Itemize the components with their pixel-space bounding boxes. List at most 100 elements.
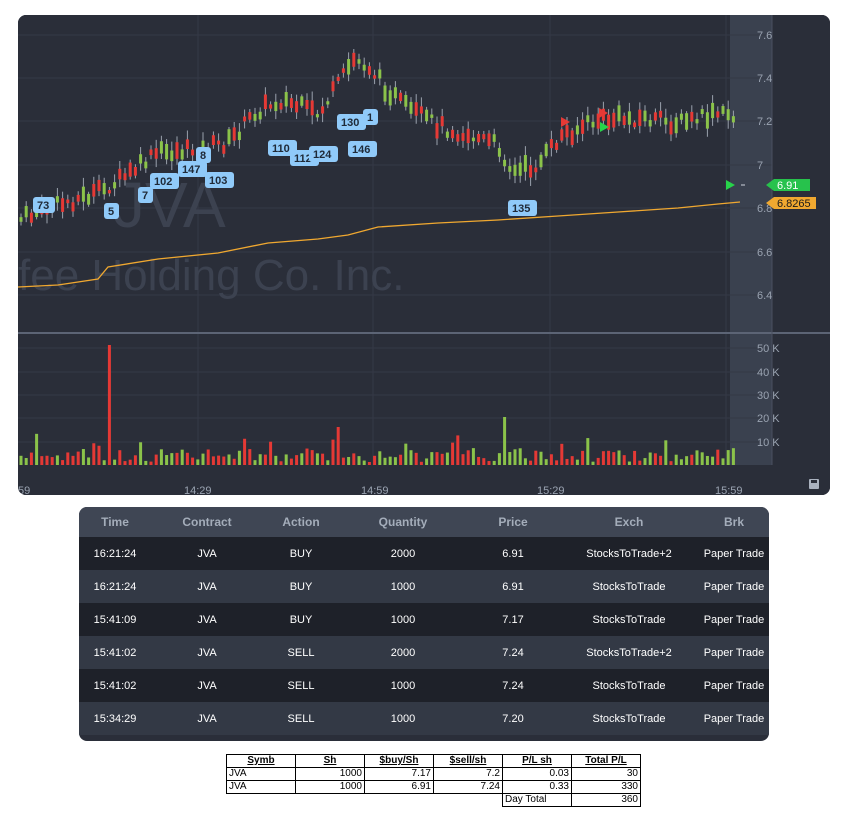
col-quantity-header[interactable]: Quantity [378,515,428,529]
buy-marker [600,122,609,132]
fill-badge: 146 [348,141,377,157]
candle [61,198,65,212]
candle [362,64,366,71]
volume-bar [430,452,434,465]
candle [648,120,652,127]
cell-sh: 1000 [295,780,365,794]
candle [289,98,293,108]
candle [627,111,631,125]
volume-bar [399,454,403,465]
cell-brk: Paper Trade [703,547,765,560]
candle [315,114,319,118]
candle [383,85,387,102]
candle [523,155,527,172]
candle [393,87,397,99]
volume-bar [445,452,449,465]
candle [66,199,70,204]
candle [237,131,241,141]
col-time-header[interactable]: Time [101,515,129,529]
candle [123,173,127,181]
volume-bar [19,455,23,465]
volume-bar [149,461,153,465]
volume-bar [243,438,247,465]
volume-bar [461,454,465,465]
candle [560,129,564,141]
volume-axis-label: 40 K [757,367,780,379]
table-row[interactable]: 16:21:24 JVA BUY 1000 6.91 StocksToTrade… [79,570,769,603]
volume-bar [716,449,720,465]
volume-bar [336,427,340,465]
volume-bar [435,452,439,465]
candle [477,133,481,143]
volume-bar [425,458,429,465]
day-total-label: Day Total [502,793,572,807]
col-price-header[interactable]: Price [498,515,528,529]
candle [653,112,657,121]
volume-axis-label: 10 K [757,437,780,449]
cell-quantity: 1000 [390,613,416,626]
candle [440,116,444,127]
candle [185,139,189,149]
cell-buy: 7.17 [364,767,434,781]
cell-time: 15:41:02 [93,679,137,692]
svg-text:147: 147 [182,164,200,176]
candle [357,59,361,64]
cell-contract: JVA [197,646,217,659]
candle [263,94,267,110]
fill-badge: 110 [268,140,297,156]
candle [269,104,273,109]
gridlines [18,15,772,465]
table-row[interactable]: 15:41:02 JVA SELL 2000 7.24 StocksToTrad… [79,636,769,669]
summary-row: JVA 1000 6.91 7.24 0.33 330 [226,780,641,794]
cell-time: 16:21:24 [93,547,137,560]
volume-bar [263,454,267,465]
candle [87,193,91,205]
table-row[interactable]: 15:34:29 JVA SELL 1000 7.20 StocksToTrad… [79,702,769,735]
volume-bar [87,457,91,465]
save-icon[interactable] [809,479,819,489]
cell-sell: 7.24 [433,780,503,794]
candle [669,121,673,135]
price-chart[interactable]: JVA fee Holding Co. Inc. 73 5 7 102 8 103 110 1… [18,15,830,495]
candle [607,114,611,130]
table-row[interactable]: 15:41:09 JVA BUY 1000 7.17 StocksToTrade… [79,603,769,636]
svg-text:103: 103 [209,175,227,187]
col-contract-header[interactable]: Contract [182,515,232,529]
candle [700,109,704,115]
volume-bar [674,454,678,465]
col-exch-header[interactable]: Exch [614,515,644,529]
cell-exch: StocksToTrade [592,580,666,593]
fill-badge: 5 [104,203,119,219]
col-action-header[interactable]: Action [282,515,320,529]
volume-bar [622,455,626,465]
table-row[interactable]: 15:41:02 JVA SELL 1000 7.24 StocksToTrad… [79,669,769,702]
candle [321,106,325,114]
svg-text:8: 8 [200,150,206,162]
cell-brk: Paper Trade [703,613,765,626]
candle [685,113,689,130]
table-row[interactable]: 16:21:24 JVA BUY 2000 6.91 StocksToTrade… [79,537,769,570]
volume-bar [55,455,59,465]
chart-canvas[interactable]: JVA fee Holding Co. Inc. 73 5710281031101… [18,15,830,495]
price-axis-label: 7.4 [757,73,772,85]
company-watermark: fee Holding Co. Inc. [18,251,404,300]
volume-bar [165,455,169,465]
cell-brk: Paper Trade [703,646,765,659]
volume-bar [638,460,642,465]
candle [24,206,28,218]
price-axis-label: 7.6 [757,30,772,42]
candle [284,92,288,107]
cell-pl-sh: 0.03 [502,767,572,781]
candle [456,134,460,142]
candle [435,123,439,139]
volume-bar [659,455,663,465]
col-brk-header[interactable]: Brk [723,515,744,529]
candle [331,81,335,92]
volume-bar [607,450,611,465]
volume-bar [222,456,226,465]
volume-bar [653,453,657,465]
candle [310,100,314,116]
candle [497,148,501,157]
candle [555,142,559,150]
candle [336,76,340,81]
